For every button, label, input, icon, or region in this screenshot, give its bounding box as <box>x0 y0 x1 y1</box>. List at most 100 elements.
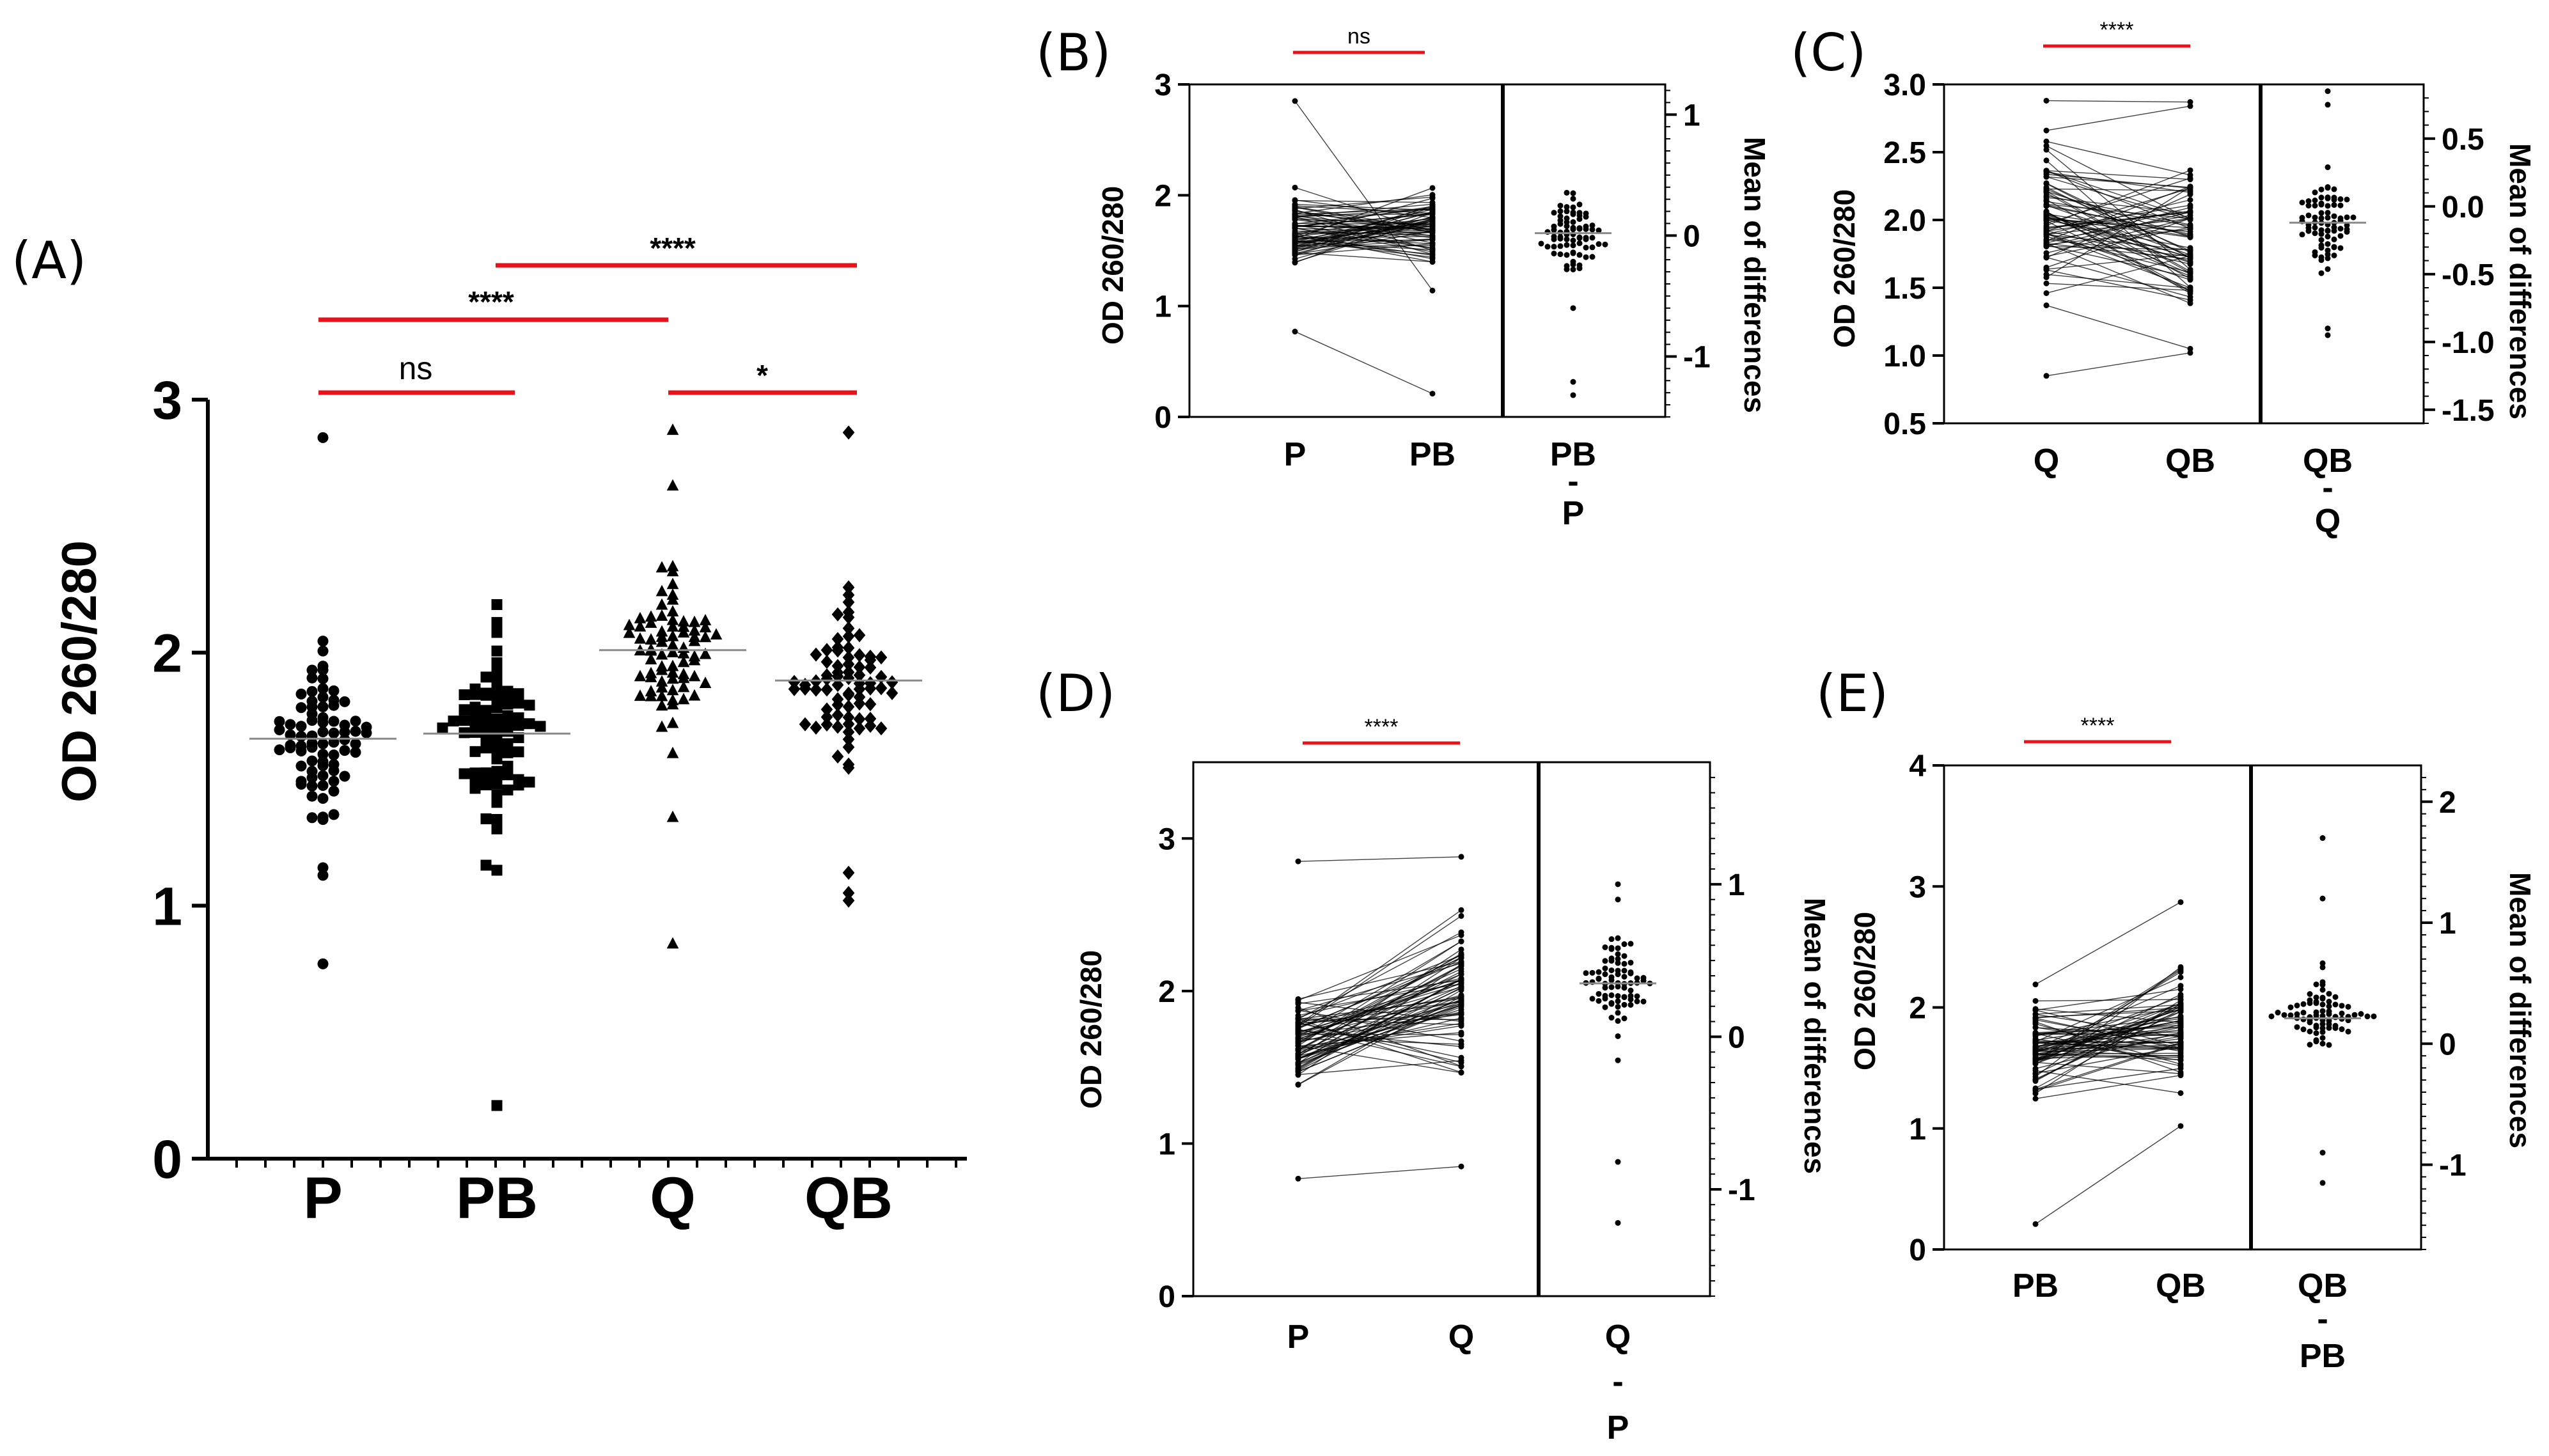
panel-d-diff-point <box>1627 987 1634 994</box>
panel-e-diff-point <box>2319 987 2326 993</box>
panel-e-pair-line <box>2035 1009 2181 1047</box>
panel-a-point-qb <box>831 643 844 658</box>
panel-b-pair-line <box>1294 208 1433 224</box>
panel-c-pair-line <box>2046 242 2191 304</box>
panel-d-point-right <box>1458 955 1464 961</box>
panel-a-point-p <box>317 814 329 826</box>
panel-a-point-qb <box>842 650 855 665</box>
panel-d-pair-line <box>1298 980 1462 1028</box>
panel-a-point-q <box>645 685 657 697</box>
panel-e-diff-point <box>2313 981 2319 987</box>
panel-a-point-qb <box>853 712 866 726</box>
panel-a-point-q <box>645 633 657 645</box>
panel-c-point-right <box>2187 254 2193 260</box>
panel-e-diff-point <box>2319 835 2326 842</box>
panel-e-pair-line <box>2035 1038 2181 1058</box>
panel-e-pair-line <box>2035 968 2181 1061</box>
panel-d-point-right <box>1458 1001 1464 1007</box>
panel-d-diff-point <box>1596 998 1602 1004</box>
panel-b-diff-y-ticks: -1 0 1 <box>1665 90 1711 418</box>
panel-a-point-q <box>645 616 657 628</box>
panel-a-points <box>274 423 898 1111</box>
panel-b-diff-point <box>1576 252 1583 258</box>
panel-c: (C) OD 260/280 0.51.01.52.02.53.0 -1.5-1… <box>1791 18 2537 540</box>
panel-a-point-q <box>666 629 679 641</box>
panel-b-diff-point <box>1551 223 1557 230</box>
panel-a-point-p <box>306 780 318 792</box>
panel-e-diff-point <box>2332 1001 2339 1008</box>
panel-a-point-q <box>655 689 668 701</box>
panel-a-point-pb <box>502 738 514 749</box>
panel-a-point-p <box>306 708 318 720</box>
panel-d-point-right <box>1458 907 1464 913</box>
panel-d-diff-point <box>1621 960 1627 967</box>
panel-e-diff-point <box>2268 1013 2275 1019</box>
panel-c-point-left <box>2043 157 2050 164</box>
panel-c-pair-line <box>2046 197 2191 214</box>
panel-a-point-q <box>634 611 647 623</box>
panel-c-diff-point <box>2318 186 2325 192</box>
panel-c-diff-point <box>2344 214 2350 221</box>
panel-d-diff-point <box>1634 975 1640 982</box>
panel-b-pair-line <box>1294 240 1433 255</box>
panel-a-point-q <box>677 646 690 659</box>
panel-e-diff-ytick-label: 0 <box>2439 1028 2456 1061</box>
panel-d-point-right <box>1458 1060 1464 1066</box>
panel-a-point-q <box>666 577 679 590</box>
panel-a-point-pb <box>437 722 448 733</box>
panel-e-point-right <box>2177 1056 2184 1063</box>
panel-b-diff-point <box>1570 219 1576 225</box>
panel-a-point-p <box>274 716 285 727</box>
panel-a-point-q <box>710 628 723 640</box>
panel-b-pair-line <box>1294 252 1433 263</box>
panel-c-diff-point <box>2318 210 2325 216</box>
panel-d-point-right <box>1458 984 1464 990</box>
panel-c-point-right <box>2187 215 2193 221</box>
panel-b-diff-point <box>1576 210 1583 216</box>
panel-d-diff-point <box>1615 956 1621 962</box>
panel-a-point-p <box>317 738 329 749</box>
panel-d-diff-point <box>1627 1001 1634 1008</box>
panel-e-point-right <box>2177 1038 2184 1045</box>
panel-e-point-right <box>2177 899 2184 905</box>
panel-a-point-p <box>350 716 361 727</box>
panel-d-diff-point <box>1621 973 1627 980</box>
panel-d-pair-line <box>1298 1060 1462 1076</box>
panel-a-point-pb <box>469 711 481 723</box>
panel-b-diff-point <box>1570 305 1576 311</box>
panel-d-diff-point <box>1621 953 1627 959</box>
panel-b-diff-point <box>1596 241 1602 247</box>
panel-a-point-pb <box>502 769 514 781</box>
panel-c-y-ticks: 0.5 1.0 1.5 2.0 2.5 3.0 <box>1883 68 1944 441</box>
panel-d-diff-point <box>1634 993 1640 999</box>
panel-c-diff-label-3: Q <box>2315 503 2341 540</box>
panel-c-diff-point <box>2325 233 2331 240</box>
panel-c-pair-line <box>2046 217 2191 262</box>
panel-b-pair-line <box>1294 100 1433 291</box>
panel-c-diff-point <box>2337 245 2344 251</box>
panel-e-pair-line <box>2035 1068 2181 1090</box>
panel-a-point-q <box>655 660 668 672</box>
panel-c-point-left <box>2043 97 2050 104</box>
panel-a-point-pb <box>491 713 503 724</box>
panel-e-point-right <box>2177 1006 2184 1012</box>
panel-b-diff-label-1: PB <box>1550 436 1596 473</box>
panel-a-point-pb <box>513 696 524 707</box>
sig-label-q-qb: * <box>757 359 768 392</box>
panel-d-diff-point <box>1596 976 1602 982</box>
panel-c-diff-point <box>2325 228 2331 234</box>
panel-d-point-right <box>1458 946 1464 953</box>
panel-e-point-left <box>2032 998 2039 1004</box>
panel-b-pair-line <box>1294 203 1433 211</box>
panel-d-point-right <box>1458 912 1464 919</box>
panel-a-point-p <box>306 812 318 824</box>
panel-d-point-left <box>1295 1064 1301 1070</box>
panel-a-point-q <box>666 746 679 758</box>
panel-d-diff-point <box>1596 969 1602 975</box>
panel-a-point-qb <box>842 700 855 714</box>
panel-c-point-right <box>2187 99 2193 106</box>
panel-e-point-left <box>2032 1007 2039 1014</box>
panel-d-point-right <box>1458 1006 1464 1013</box>
panel-a-point-qb <box>831 607 844 622</box>
